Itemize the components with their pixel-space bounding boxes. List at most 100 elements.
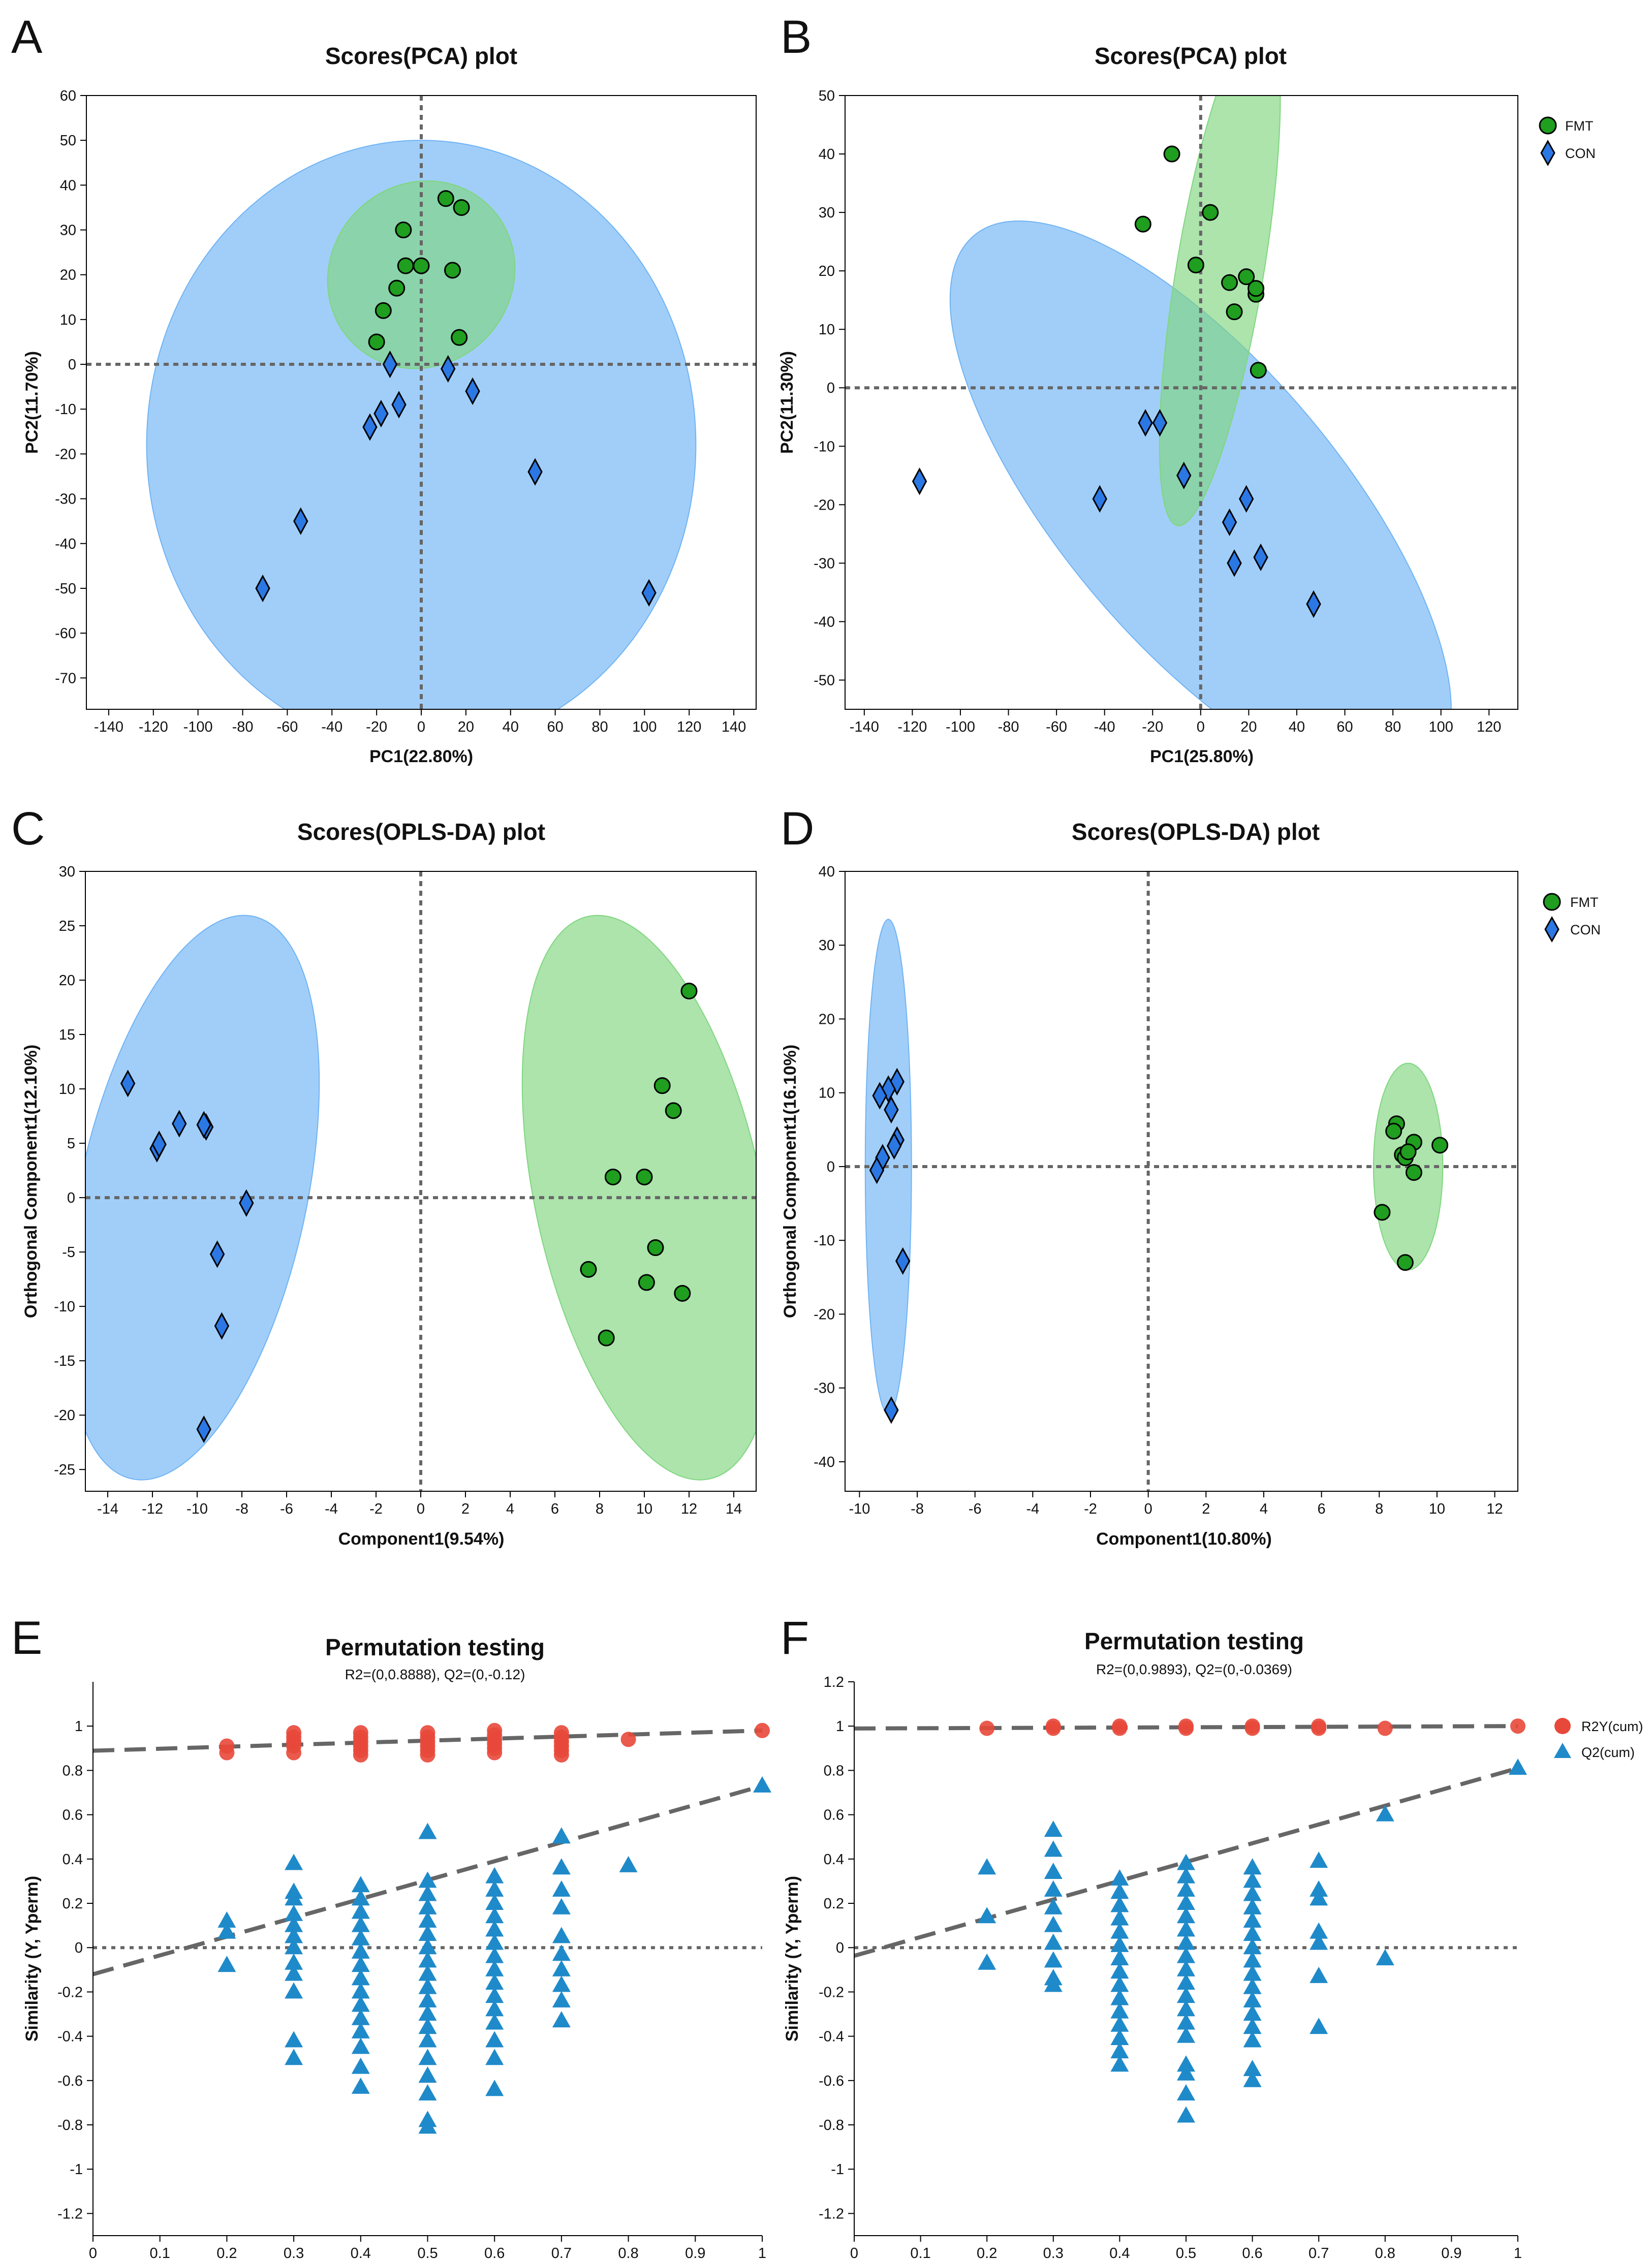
point-fmt (444, 262, 461, 279)
panel-label-e: E (11, 1612, 42, 1664)
point-fmt (1405, 1164, 1422, 1181)
point-r2y (1244, 1720, 1260, 1736)
point-fmt (1221, 274, 1238, 291)
y-ticks-a: -70 -60 -50 -40 -30 -20 -10 0 10 20 30 40 50 60 (55, 88, 86, 686)
point-q2 (418, 1885, 437, 1901)
point-q2 (1110, 1989, 1129, 2005)
y-ticks-e: -1.2 -1 -0.8 -0.6 -0.4 -0.2 0 0.2 0.4 0.6 0.8 1 (57, 1718, 93, 2222)
point-fmt (413, 257, 430, 274)
point-fmt (1134, 215, 1151, 233)
point-q2 (351, 1956, 370, 1972)
y-tick-label: 0.8 (63, 1763, 83, 1779)
y-tick-label: 0 (827, 1159, 835, 1175)
point-q2 (485, 2080, 504, 2096)
point-q2 (1110, 2015, 1129, 2032)
y-tick-label: -20 (814, 497, 835, 513)
point-fmt (368, 333, 385, 351)
confidence-ellipse-fmt (327, 180, 516, 369)
plot-frame-b (845, 95, 1518, 710)
confidence-ellipse-fmt (1159, 96, 1281, 526)
x-tick-label: 60 (547, 719, 563, 735)
legend-label-fmt-d: FMT (1570, 895, 1598, 910)
point-q2 (418, 2004, 437, 2021)
point-q2 (418, 2066, 437, 2083)
x-tick-label: -100 (183, 719, 213, 735)
point-q2 (285, 1904, 303, 1921)
y-tick-label: -1.2 (819, 2206, 844, 2222)
y-tick-label: -10 (54, 1299, 75, 1315)
point-fmt (1396, 1254, 1414, 1271)
y-tick-label: 0 (827, 380, 835, 396)
y-tick-label: -20 (54, 1407, 75, 1424)
panel-e: E Permutation testing R2=(0,0.8888), Q2=… (11, 1612, 771, 2259)
panel-a: A Scores(PCA) plot -140 -120 -100 -80 -60 -40… (11, 11, 757, 766)
x-tick-label: 0.9 (685, 2245, 705, 2259)
x-tick-label: 0 (417, 719, 425, 735)
legend-d: FMT CON (1543, 893, 1601, 943)
y-tick-label: -30 (814, 1380, 835, 1397)
x-tick-label: -40 (321, 719, 342, 735)
x-tick-label: 8 (596, 1501, 604, 1517)
x-tick-label: 0.1 (910, 2245, 930, 2259)
point-fmt (638, 1274, 655, 1291)
y-tick-label: -1.2 (57, 2206, 83, 2222)
point-q2 (418, 1911, 437, 1928)
y-tick-label: -40 (55, 536, 76, 552)
point-r2y (219, 1745, 235, 1761)
point-fmt (397, 257, 414, 274)
point-con (884, 1095, 899, 1124)
point-q2 (1044, 1840, 1063, 1857)
point-q2 (351, 1929, 370, 1946)
point-q2 (418, 2084, 437, 2100)
point-q2 (1177, 1854, 1195, 1870)
point-fmt (1399, 1143, 1417, 1160)
point-fmt (1250, 362, 1267, 379)
point-fmt (437, 190, 454, 207)
y-tick-label: 10 (819, 322, 835, 338)
point-fmt (388, 279, 406, 297)
x-tick-label: 0 (1197, 719, 1205, 735)
point-q2 (351, 1902, 370, 1919)
point-con (641, 579, 657, 607)
y-tick-label: 1 (75, 1718, 83, 1735)
point-q2 (418, 1951, 437, 1968)
x-tick-label: 12 (1486, 1501, 1503, 1517)
point-fmt (647, 1239, 664, 1257)
panel-label-b: B (781, 11, 812, 63)
y-ticks-c: -25 -20 -15 -10 -5 0 5 10 15 20 25 30 (54, 864, 85, 1478)
point-q2 (552, 1858, 571, 1875)
point-q2 (552, 1944, 571, 1961)
points-d (869, 1068, 1449, 1424)
point-con (465, 377, 480, 405)
point-r2y (353, 1747, 368, 1763)
point-fmt (1248, 280, 1265, 297)
points-f (978, 1718, 1527, 2123)
point-q2 (351, 1982, 370, 1999)
y-tick-label: 30 (819, 937, 835, 954)
point-con (196, 1111, 211, 1139)
point-con (1152, 409, 1168, 437)
x-tick-label: 60 (1336, 719, 1353, 735)
point-fmt (1385, 1122, 1402, 1140)
point-q2 (351, 1889, 370, 1906)
y-tick-label: -60 (55, 625, 76, 642)
x-tick-label: -60 (1046, 719, 1067, 735)
points-e (217, 1722, 771, 2134)
point-q2 (1177, 2013, 1195, 2030)
y-tick-label: 50 (819, 88, 835, 104)
point-con (1092, 485, 1107, 513)
point-q2 (418, 1938, 437, 1955)
x-ticks-c: -14 -12 -10 -8 -6 -4 -2 0 2 4 6 8 10 12 14 (97, 1491, 742, 1517)
y-tick-label: 10 (60, 312, 76, 328)
point-con (362, 413, 378, 441)
points-c (120, 982, 698, 1444)
point-con (196, 1415, 211, 1444)
point-q2 (1376, 1805, 1394, 1822)
y-tick-label: -5 (62, 1244, 75, 1261)
point-q2 (1110, 2055, 1129, 2072)
point-fmt (604, 1168, 621, 1185)
y-tick-label: -1 (831, 2161, 844, 2178)
point-q2 (1243, 1925, 1262, 1941)
y-tick-label: -50 (55, 581, 76, 597)
